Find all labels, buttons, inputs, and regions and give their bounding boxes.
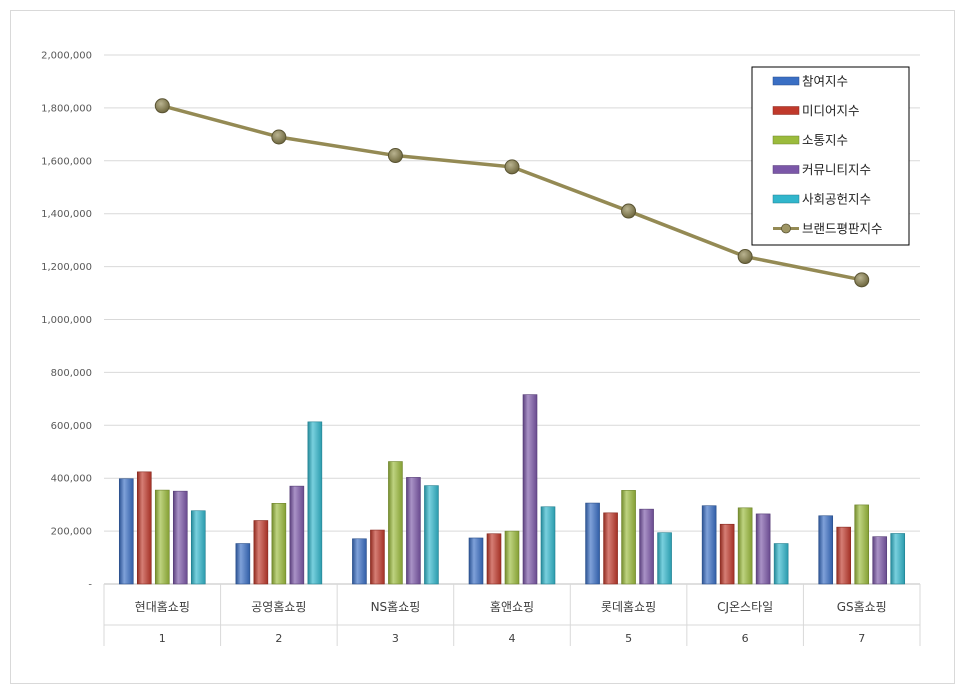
y-tick-label: 600,000 (51, 421, 92, 432)
y-axis-labels: - 200,000 400,000 600,000 800,000 1,000,000 1,… (41, 51, 92, 591)
y-tick-label: 1,400,000 (41, 209, 92, 220)
x-category-label: CJ온스타일 (717, 600, 773, 614)
x-category-index: 1 (159, 632, 166, 645)
bar-사회공헌지수 (190, 510, 206, 585)
x-category-index: 4 (509, 632, 516, 645)
bar-참여지수 (585, 502, 600, 585)
legend-swatch-marker (781, 223, 791, 234)
bar-소통지수 (621, 490, 636, 585)
bar-커뮤니티지수 (872, 536, 888, 585)
bar-미디어지수 (603, 512, 618, 585)
bar-사회공헌지수 (307, 421, 323, 585)
bar-사회공헌지수 (424, 485, 439, 585)
x-category-index: 6 (742, 632, 749, 645)
bars (118, 394, 906, 585)
y-tick-label: 2,000,000 (41, 51, 92, 62)
legend-label: 미디어지수 (802, 103, 860, 118)
legend-label: 브랜드평판지수 (802, 221, 883, 236)
bar-소통지수 (154, 489, 170, 585)
bar-참여지수 (235, 543, 251, 585)
bar-커뮤니티지수 (639, 508, 654, 585)
bar-사회공헌지수 (657, 532, 672, 585)
legend-swatch (772, 194, 800, 204)
legend-label: 참여지수 (802, 74, 848, 89)
x-category-index: 5 (625, 632, 632, 645)
bar-참여지수 (468, 537, 484, 585)
x-category-label: 공영홈쇼핑 (251, 600, 306, 614)
bar-사회공헌지수 (773, 543, 789, 585)
line-marker (621, 203, 637, 219)
x-category-label: NS홈쇼핑 (371, 600, 421, 614)
y-tick-label: 400,000 (51, 474, 92, 485)
legend-swatch (772, 106, 800, 115)
y-tick-label: 1,800,000 (41, 103, 92, 114)
y-tick-label: 1,200,000 (41, 262, 92, 273)
bar-커뮤니티지수 (755, 513, 771, 585)
bar-소통지수 (504, 530, 520, 585)
bar-미디어지수 (719, 523, 735, 585)
line-marker (154, 98, 170, 114)
legend-label: 사회공헌지수 (802, 192, 871, 207)
bar-소통지수 (854, 504, 870, 585)
bar-미디어지수 (253, 520, 269, 585)
bar-참여지수 (118, 478, 134, 585)
bar-사회공헌지수 (540, 506, 556, 585)
bar-소통지수 (271, 503, 287, 585)
legend-label: 소통지수 (802, 133, 848, 148)
x-category-label: 현대홈쇼핑 (135, 600, 190, 614)
x-category-label: 롯데홈쇼핑 (601, 600, 656, 614)
x-axis: 현대홈쇼핑 1 공영홈쇼핑 2 NS홈쇼핑 3 홈앤쇼핑 4 롯데홈쇼핑 5 CJ온스타일 6 GS홈쇼… (103, 583, 921, 646)
bar-커뮤니티지수 (406, 477, 421, 585)
bar-미디어지수 (486, 533, 502, 585)
x-category-label: GS홈쇼핑 (837, 600, 887, 614)
bar-참여지수 (701, 505, 717, 585)
bar-미디어지수 (136, 471, 152, 585)
bar-커뮤니티지수 (289, 485, 305, 585)
line-marker (854, 272, 870, 288)
bar-미디어지수 (836, 526, 852, 585)
y-tick-label: 1,600,000 (41, 156, 92, 167)
line-marker (737, 249, 753, 265)
x-category-index: 3 (392, 632, 399, 645)
brand-index-line (154, 98, 870, 288)
y-tick-label: 800,000 (51, 368, 92, 379)
legend-swatch (772, 135, 800, 145)
x-category-label: 홈앤쇼핑 (490, 600, 534, 614)
bar-참여지수 (818, 515, 834, 585)
legend-swatch (772, 76, 800, 86)
y-tick-label: - (88, 580, 92, 591)
bar-참여지수 (352, 538, 367, 585)
bar-소통지수 (737, 507, 753, 585)
bar-커뮤니티지수 (522, 394, 538, 585)
legend-box (751, 66, 910, 246)
bar-커뮤니티지수 (172, 490, 188, 585)
y-tick-label: 200,000 (51, 527, 92, 538)
legend-swatch (772, 165, 800, 174)
line-marker (504, 159, 520, 175)
y-tick-label: 1,000,000 (41, 315, 92, 326)
bar-미디어지수 (370, 529, 385, 585)
x-category-index: 7 (858, 632, 865, 645)
line-marker (387, 148, 403, 164)
bar-소통지수 (388, 461, 403, 585)
x-category-index: 2 (275, 632, 282, 645)
legend-label: 커뮤니티지수 (802, 162, 871, 177)
bar-사회공헌지수 (890, 533, 906, 585)
line-marker (271, 129, 287, 145)
